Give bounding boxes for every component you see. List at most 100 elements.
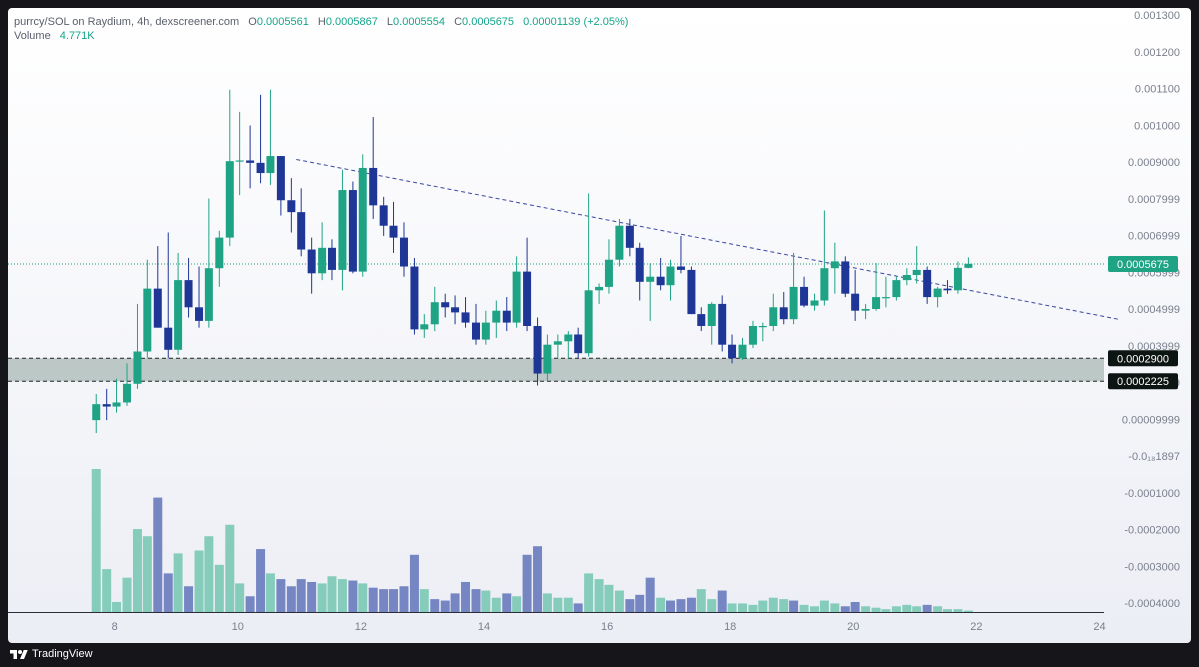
- candle-body: [399, 237, 408, 267]
- y-tick-label: 0.0007999: [1128, 194, 1180, 206]
- candle-body: [102, 404, 111, 407]
- y-tick-label: -0.0002000: [1124, 525, 1180, 537]
- volume-bar: [881, 609, 891, 612]
- level-price-tag: 0.0002900: [1108, 350, 1178, 367]
- volume-bar: [409, 554, 419, 612]
- volume-bar: [830, 603, 840, 612]
- volume-bar: [727, 603, 737, 612]
- volume-bar: [799, 604, 809, 612]
- volume-bar: [861, 606, 871, 612]
- volume-label: Volume: [14, 30, 51, 42]
- candle-body: [912, 269, 921, 276]
- y-tick-label: 0.001300: [1134, 10, 1180, 22]
- candle-body: [420, 324, 429, 330]
- volume-bar: [635, 594, 645, 612]
- candle-body: [297, 212, 306, 250]
- x-tick-label: 16: [601, 621, 613, 633]
- candle-body: [697, 314, 706, 326]
- volume-bar: [789, 600, 799, 612]
- last-price-tag: 0.0005675: [1108, 255, 1178, 272]
- volume-bar: [604, 584, 614, 612]
- volume-bar: [91, 469, 101, 612]
- candle-body: [748, 325, 757, 345]
- candle-body: [184, 280, 193, 308]
- candle-body: [451, 307, 460, 313]
- volume-bar: [840, 606, 850, 612]
- volume-bar: [461, 581, 471, 612]
- volume-bar: [912, 606, 922, 612]
- candle-body: [502, 310, 511, 323]
- x-tick-label: 12: [355, 621, 367, 633]
- candle-body: [225, 161, 234, 238]
- volume-bar: [317, 583, 327, 612]
- trendline: [296, 158, 1119, 320]
- volume-bar: [102, 569, 112, 612]
- volume-bar: [225, 524, 235, 612]
- candle-body: [769, 307, 778, 326]
- candle-body: [789, 286, 798, 320]
- y-tick-label: -0.0₁₈1897: [1128, 451, 1180, 463]
- price-tag-label: 0.0005675: [1117, 259, 1169, 271]
- volume-bar: [707, 599, 717, 612]
- volume-bar: [276, 579, 286, 612]
- y-tick-label: -0.0001000: [1124, 488, 1180, 500]
- candle-body: [410, 266, 419, 330]
- volume-bar: [819, 600, 829, 612]
- volume-bar: [891, 606, 901, 612]
- candle-body: [287, 200, 296, 213]
- candle-body: [441, 302, 450, 308]
- candle-body: [481, 322, 490, 340]
- volume-bar: [265, 573, 275, 612]
- y-tick-label: -0.0003000: [1124, 561, 1180, 573]
- x-tick-label: 10: [232, 621, 244, 633]
- candle-body: [358, 167, 367, 272]
- volume-bar: [963, 610, 973, 612]
- candle-body: [892, 280, 901, 298]
- candle-body: [215, 237, 224, 269]
- candle-body: [512, 271, 521, 323]
- candle-body: [625, 225, 634, 248]
- candle-body: [902, 275, 911, 281]
- candle-body: [953, 267, 962, 291]
- volume-bar: [696, 589, 706, 612]
- volume-bar: [717, 590, 727, 612]
- candle-body: [235, 160, 244, 162]
- brand-name: TradingView: [32, 648, 93, 660]
- candle-body: [933, 288, 942, 298]
- legend-volume: Volume 4.771K: [14, 30, 95, 42]
- candle-body: [204, 268, 213, 321]
- y-tick-label: 0.0009000: [1128, 157, 1180, 169]
- volume-bar: [163, 573, 173, 612]
- x-tick-label: 8: [112, 621, 118, 633]
- volume-bar: [419, 589, 429, 612]
- candle-body: [461, 312, 470, 323]
- low-value: 0.0005554: [393, 16, 446, 28]
- volume-bar: [942, 609, 952, 612]
- price-chart[interactable]: 0.001300 0.001200 0.001100 0.001000 0.000900…: [8, 8, 1191, 643]
- volume-bar: [810, 606, 820, 612]
- candle-body: [471, 322, 480, 340]
- candle-body: [338, 190, 347, 270]
- candle-body: [676, 266, 685, 270]
- legend-ohlc: purrcy/SOL on Raydium, 4h, dexscreener.c…: [14, 16, 628, 28]
- high-label: H: [317, 16, 326, 28]
- tradingview-logo-icon[interactable]: [10, 648, 28, 662]
- candle-body: [123, 383, 132, 403]
- volume-bar: [368, 587, 378, 612]
- candle-body: [389, 225, 398, 238]
- candle-body: [872, 297, 881, 309]
- volume-bar: [348, 580, 358, 612]
- volume-bar: [676, 599, 686, 612]
- candle-body: [758, 325, 767, 328]
- volume-bar: [563, 597, 573, 612]
- candle-body: [492, 310, 501, 323]
- volume-bar: [112, 601, 122, 612]
- open-value: 0.0005561: [256, 16, 309, 28]
- volume-bar: [235, 583, 245, 612]
- candle-body: [379, 205, 388, 226]
- y-tick-label: -0.0004000: [1124, 598, 1180, 610]
- volume-bar: [522, 554, 532, 612]
- volume-bar: [850, 601, 860, 612]
- volume-bar: [450, 593, 460, 612]
- candle-body: [574, 334, 583, 354]
